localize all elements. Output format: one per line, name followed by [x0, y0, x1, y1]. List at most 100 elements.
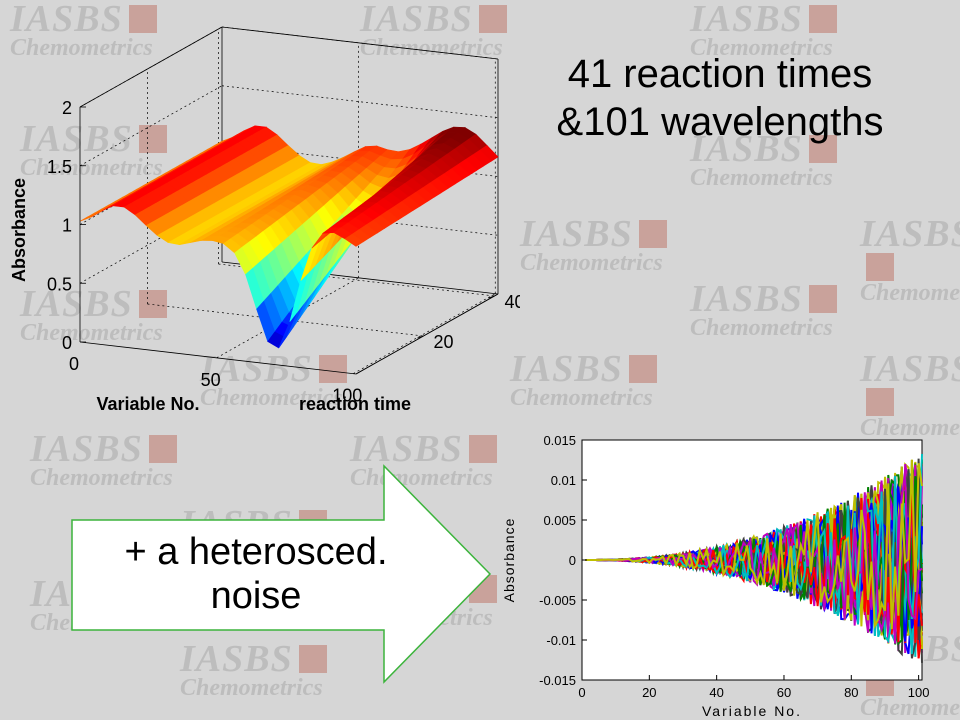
watermark-subtext: Chemometrics	[30, 465, 173, 491]
watermark-subtext: Chemometrics	[180, 675, 323, 701]
surface-ztick-label: 1	[62, 216, 72, 236]
watermark-subtext: Chemometrics	[860, 695, 960, 720]
noise-series-group	[585, 453, 923, 663]
grid-line	[353, 293, 496, 374]
watermark-square-icon	[298, 645, 327, 673]
watermark-square-icon	[138, 125, 167, 153]
noise-xtick-label: 20	[642, 685, 656, 700]
watermark-text: IASBS	[180, 638, 293, 680]
arrow-label-line-2: noise	[210, 575, 302, 617]
title-line-1: 41 reaction times	[567, 52, 873, 96]
surface-ylabel: reaction time	[299, 394, 411, 414]
title-line-2: &101 wavelengths	[556, 100, 884, 144]
watermark-text: IASBS	[860, 348, 960, 390]
noise-xtick-label: 80	[844, 685, 858, 700]
watermark-text: IASBS	[690, 278, 803, 320]
surface-ytick-label: 20	[433, 332, 453, 352]
noise-xtick-label: 60	[777, 685, 791, 700]
surface-ztick-label: 1.5	[47, 157, 72, 177]
watermark-square-icon	[128, 5, 157, 33]
grid-line	[417, 335, 424, 339]
grid-line	[79, 26, 223, 108]
noise-ytick-label: -0.015	[539, 673, 576, 688]
watermark-subtext: Chemometrics	[690, 35, 833, 61]
watermark-subtext: Chemometrics	[20, 155, 163, 181]
watermark-subtext: Chemometrics	[690, 315, 833, 341]
noise-xtick-label: 100	[908, 685, 930, 700]
surface-xlabel: Variable No.	[96, 394, 199, 414]
watermark-text: IASBS	[20, 118, 133, 160]
surface-zlabel: Absorbance	[9, 178, 29, 282]
arrow-label: + a heterosced. noise	[66, 530, 446, 618]
surface-xtick-label: 50	[201, 370, 221, 390]
watermark-text: IASBS	[350, 428, 463, 470]
arrow-polygon	[71, 464, 492, 684]
watermark-square-icon	[866, 388, 894, 416]
noise-series-line	[585, 459, 923, 630]
noise-ytick-label: 0.01	[551, 473, 576, 488]
grid-line	[488, 295, 495, 299]
surface-xtick-label: 100	[332, 386, 362, 406]
noise-ytick-label: -0.01	[546, 633, 576, 648]
slide-title: 41 reaction times &101 wavelengths	[500, 50, 940, 146]
watermark-square-icon	[138, 290, 167, 318]
watermark-subtext: Chemometrics	[510, 385, 653, 411]
watermark-square-icon	[148, 435, 177, 463]
surface-ztick-label: 2	[62, 98, 72, 118]
watermark-text: IASBS	[690, 128, 803, 170]
noise-ytick-label: -0.005	[539, 593, 576, 608]
surface-xtick-label: 0	[69, 354, 79, 374]
noise-xlabel: Variable No.	[702, 703, 802, 719]
grid-line	[147, 303, 424, 337]
watermark-text: IASBS	[360, 0, 473, 40]
watermark-text: IASBS	[510, 348, 623, 390]
watermark-square-icon	[808, 285, 837, 313]
watermark-subtext: Chemometrics	[360, 35, 503, 61]
noise-xtick-label: 40	[709, 685, 723, 700]
watermark-square-icon	[318, 355, 347, 383]
watermark-text: IASBS	[20, 283, 133, 325]
watermark-text: IASBS	[30, 428, 143, 470]
grid-line	[79, 341, 357, 375]
watermark-square-icon	[628, 355, 657, 383]
grid-line	[79, 85, 223, 167]
watermark-square-icon	[866, 253, 894, 281]
surface-ztick-label: 0.5	[47, 274, 72, 294]
watermark-text: IASBS	[520, 213, 633, 255]
noise-ylabel: Absorbance	[501, 518, 517, 603]
surface-ytick-label: 40	[504, 292, 520, 312]
watermark-square-icon	[478, 5, 507, 33]
watermark-text: IASBS	[200, 348, 313, 390]
right-arrow-shape	[71, 464, 492, 684]
watermark-square-icon	[808, 5, 837, 33]
noise-ytick-label: 0	[569, 553, 576, 568]
watermark-square-icon	[638, 220, 667, 248]
noise-ytick-label: 0.015	[543, 433, 576, 448]
watermark-subtext: Chemometrics	[690, 165, 833, 191]
watermark-subtext: Chemometrics	[20, 320, 163, 346]
surface-ztick-label: 0	[62, 333, 72, 353]
watermark-subtext: Chemometrics	[860, 415, 960, 441]
noise-ytick-label: 0.005	[543, 513, 576, 528]
surface-patch	[344, 233, 364, 247]
watermark-subtext: Chemometrics	[860, 280, 960, 306]
watermark-square-icon	[468, 435, 497, 463]
watermark-logo: IASBS Chemometrics	[860, 350, 960, 440]
surface-mesh	[79, 125, 499, 349]
watermark-text: IASBS	[10, 0, 123, 40]
